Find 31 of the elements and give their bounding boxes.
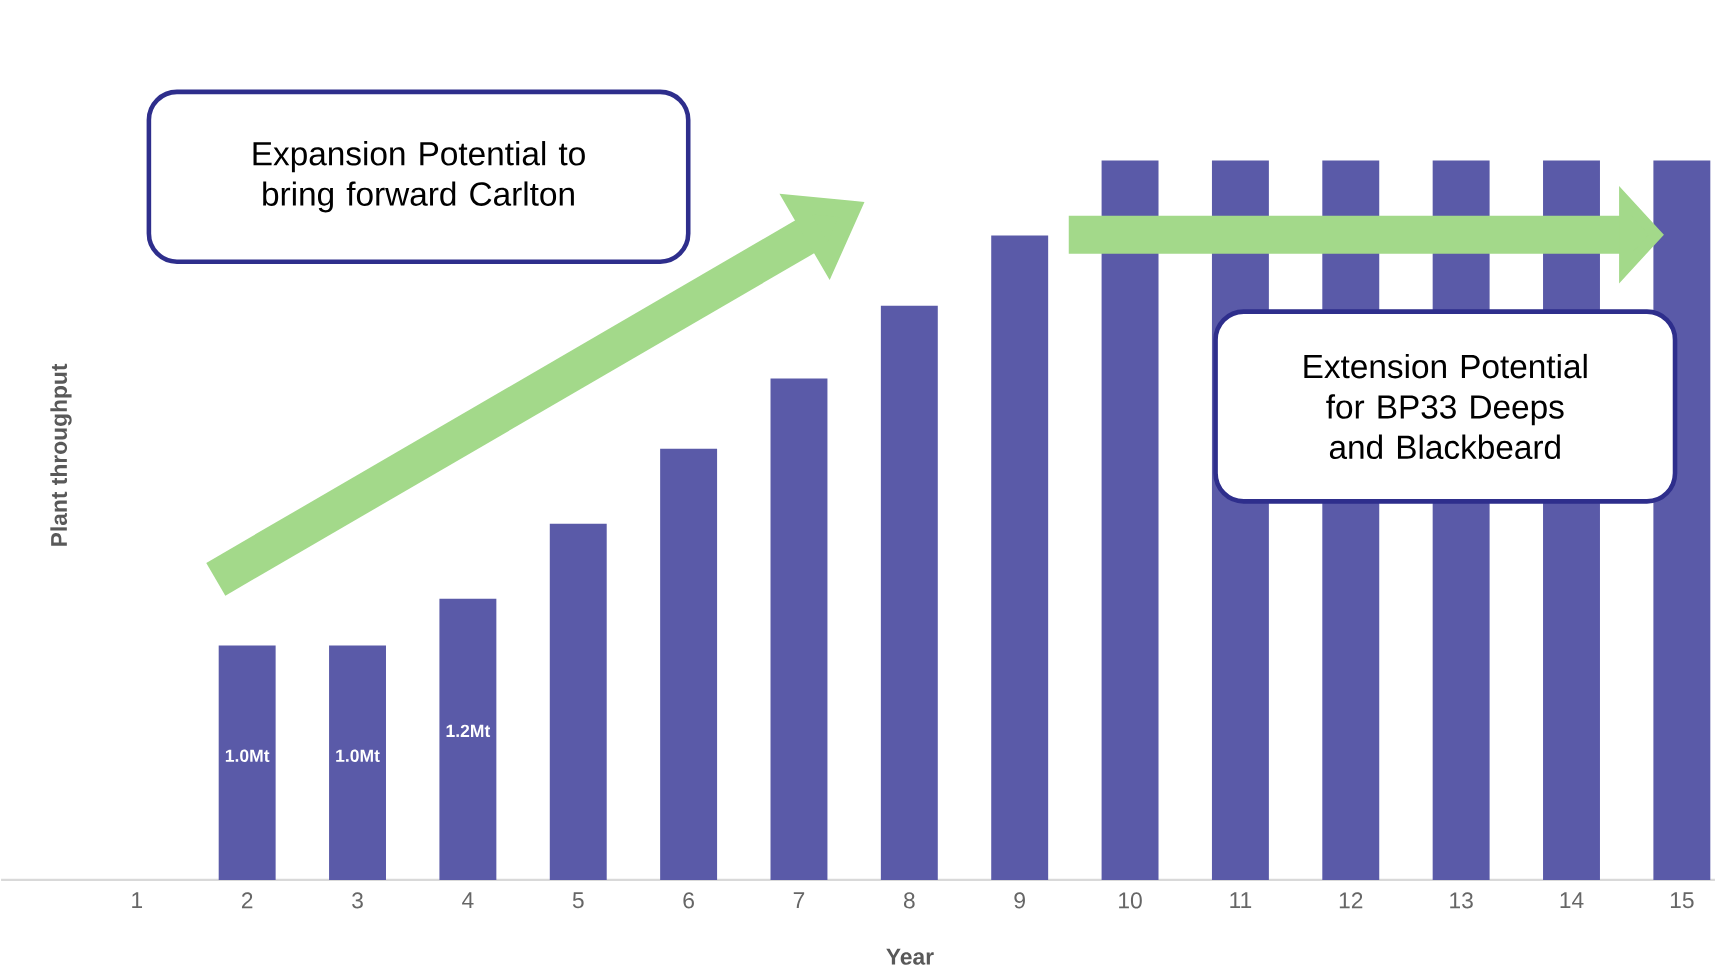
x-tick-label: 1 (132, 892, 143, 908)
bar (549, 523, 607, 880)
data-label: 1.0Mt (336, 749, 380, 762)
x-tick-label: 4 (462, 892, 474, 908)
x-tick-label: 11 (1230, 892, 1252, 908)
bar (329, 645, 386, 880)
x-tick-label: 13 (1450, 892, 1473, 909)
data-label: 1.2Mt (446, 724, 491, 737)
bar (880, 305, 938, 880)
x-tick-label: 12 (1339, 892, 1363, 909)
bar (770, 378, 828, 880)
data-label: 1.0Mt (225, 749, 270, 762)
x-tick-label: 3 (352, 892, 363, 909)
y-axis-title: Plant throughput (50, 363, 72, 546)
x-tick-label: 10 (1119, 892, 1142, 909)
bar (1101, 160, 1159, 880)
bar (439, 598, 497, 880)
x-tick-label: 8 (903, 892, 915, 909)
x-tick-label: 9 (1014, 892, 1025, 909)
bar (991, 235, 1049, 880)
bar (218, 645, 276, 880)
x-axis-title: Year (886, 948, 934, 965)
x-tick-label: 6 (683, 892, 694, 909)
bar (660, 448, 718, 880)
x-tick-label: 5 (572, 892, 584, 908)
x-tick-label: 14 (1560, 892, 1584, 908)
annotation: Extension Potential for BP33 Deeps and Blackbeard (1304, 353, 1587, 459)
annotation: Expansion Potential to bring forward Carlton (253, 140, 585, 213)
x-tick-label: 2 (241, 892, 253, 909)
x-tick-label: 15 (1670, 892, 1694, 908)
x-tick-label: 7 (793, 892, 805, 908)
